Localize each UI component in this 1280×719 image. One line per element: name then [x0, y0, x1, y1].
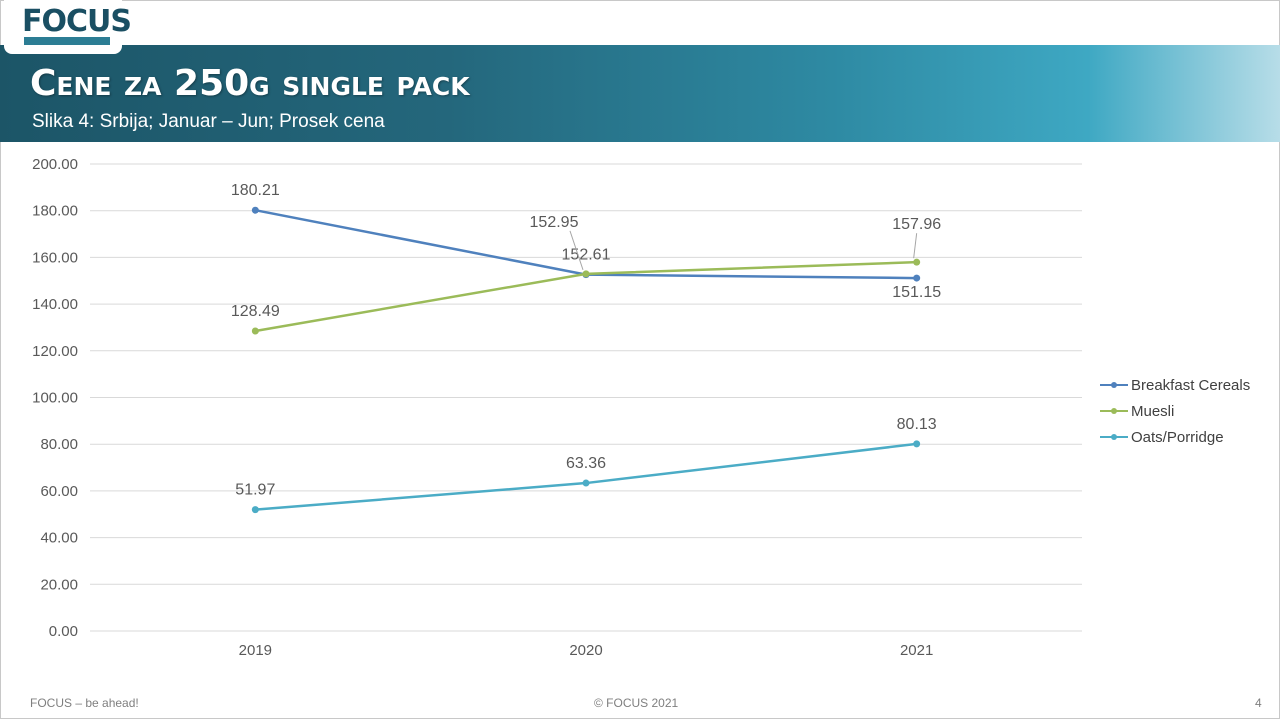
data-point	[582, 270, 590, 278]
data-point	[913, 258, 921, 266]
data-point	[251, 506, 259, 514]
footer-tagline: FOCUS – be ahead!	[30, 696, 139, 710]
legend-swatch	[1100, 430, 1128, 444]
data-point	[251, 327, 259, 335]
data-point	[913, 274, 921, 282]
data-point	[251, 206, 259, 214]
legend-item-muesli: Muesli	[1100, 398, 1250, 424]
y-tick-label: 160.00	[32, 249, 78, 266]
data-label: 152.95	[530, 214, 579, 231]
data-label-leader	[913, 233, 918, 259]
data-label: 128.49	[231, 303, 280, 320]
legend-label: Breakfast Cereals	[1131, 376, 1251, 394]
slide-subtitle: Slika 4: Srbija; Januar – Jun; Prosek ce…	[32, 111, 385, 132]
line-chart: 0.00 20.00 40.00 60.00 80.00 100.00 120.00 140.…	[32, 156, 1082, 659]
data-label: 157.96	[892, 216, 941, 233]
y-tick-label: 20.00	[40, 576, 78, 593]
y-tick-label: 140.00	[32, 296, 78, 313]
y-tick-label: 0.00	[49, 623, 78, 640]
data-point	[913, 440, 921, 448]
data-label: 51.97	[235, 482, 275, 499]
legend-item-oats-porridge: Oats/Porridge	[1100, 424, 1250, 450]
data-label-leader	[569, 230, 584, 271]
x-tick-label: 2019	[239, 642, 272, 659]
slide-title: Cene za 250g single pack	[30, 63, 470, 104]
legend-swatch	[1100, 378, 1128, 392]
logo-text: FOCUS	[22, 4, 132, 39]
data-label: 180.21	[231, 182, 280, 199]
page-number: 4	[1255, 696, 1262, 710]
y-tick-label: 60.00	[40, 483, 78, 500]
legend-item-breakfast-cereals: Breakfast Cereals	[1100, 372, 1250, 398]
footer-copyright: © FOCUS 2021	[594, 696, 679, 710]
logo: FOCUS	[4, 0, 132, 54]
y-tick-label: 80.00	[40, 436, 78, 453]
y-tick-label: 200.00	[32, 156, 78, 173]
y-tick-label: 100.00	[32, 390, 78, 407]
data-point	[582, 479, 590, 487]
x-tick-label: 2020	[569, 642, 602, 659]
chart-legend: Breakfast Cereals Muesli Oats/Porridge	[1100, 372, 1250, 450]
logo-underline	[24, 37, 110, 45]
legend-label: Muesli	[1131, 402, 1175, 420]
data-label: 63.36	[566, 455, 606, 472]
data-label: 151.15	[892, 284, 941, 301]
x-tick-label: 2021	[900, 642, 933, 659]
y-tick-label: 180.00	[32, 203, 78, 220]
data-label: 80.13	[897, 416, 937, 433]
y-tick-label: 120.00	[32, 343, 78, 360]
series-line	[255, 442, 917, 511]
series-line	[255, 208, 917, 280]
legend-swatch	[1100, 404, 1128, 418]
data-label: 152.61	[562, 247, 611, 264]
header-band	[0, 45, 1280, 142]
y-tick-label: 40.00	[40, 530, 78, 547]
legend-label: Oats/Porridge	[1131, 428, 1224, 446]
